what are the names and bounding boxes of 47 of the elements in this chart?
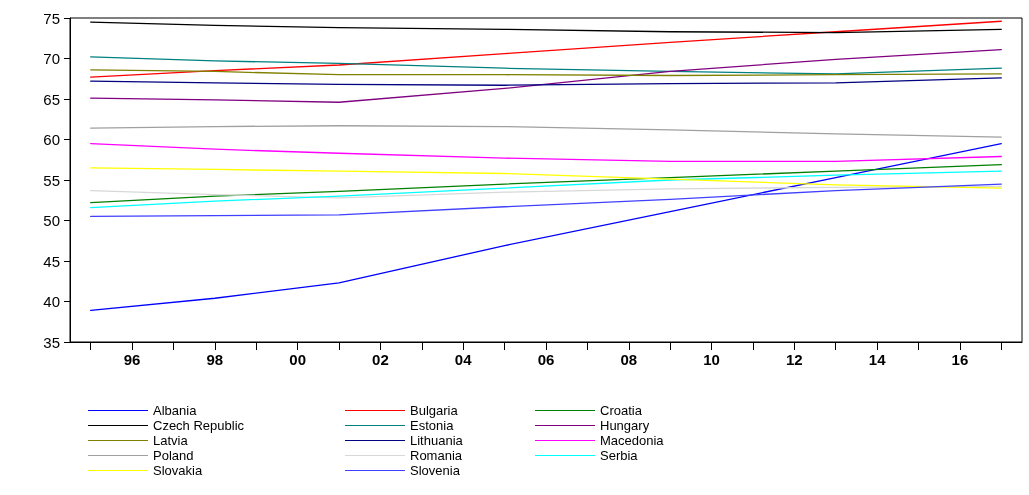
line-series [90,185,1002,199]
x-tick-label: 16 [951,351,969,368]
legend-label: Slovenia [410,463,461,478]
legend-label: Estonia [410,418,455,433]
legend-label: Macedonia [600,433,665,448]
y-tick-label: 40 [43,293,60,310]
legend-label: Czech Republic [153,418,245,433]
legend-label: Albania [153,403,198,418]
legend-label: Romania [410,448,463,463]
y-tick-label: 45 [43,252,60,270]
y-tick-label: 65 [43,90,60,108]
line-series [90,56,1002,75]
legend-label: Lithuania [410,433,464,448]
line-series [90,142,1002,163]
legend-label: Latvia [153,433,189,448]
x-tick-label: 98 [206,351,224,368]
y-tick-label: 60 [43,131,60,148]
y-tick-label: 70 [43,50,60,67]
y-tick-label: 35 [43,333,60,351]
legend-label: Croatia [600,403,643,418]
y-tick-label: 50 [43,212,60,229]
y-tick-label: 75 [43,9,60,27]
line-series [90,170,1002,209]
line-series [90,142,1002,312]
x-tick-label: 10 [703,351,720,368]
line-series [90,125,1002,138]
x-tick-label: 12 [786,351,803,368]
legend-label: Bulgaria [410,403,459,418]
line-series [90,167,1002,189]
line-series [90,183,1002,218]
line-series [90,20,1002,78]
x-tick-label: 08 [620,351,638,368]
y-tick-label: 55 [43,171,60,189]
x-tick-label: 06 [537,351,555,368]
x-tick-label: 14 [868,351,887,368]
legend-label: Poland [153,448,194,463]
line-series [90,48,1002,103]
x-tick-label: 96 [123,351,141,368]
legend-label: Slovakia [153,463,203,478]
x-tick-label: 00 [289,351,306,368]
line-series [90,21,1002,34]
line-series [90,163,1002,204]
line-series [90,77,1002,86]
legend-label: Serbia [600,448,639,463]
x-tick-label: 04 [454,351,473,368]
legend-label: Hungary [600,418,650,433]
x-tick-label: 02 [372,351,389,368]
